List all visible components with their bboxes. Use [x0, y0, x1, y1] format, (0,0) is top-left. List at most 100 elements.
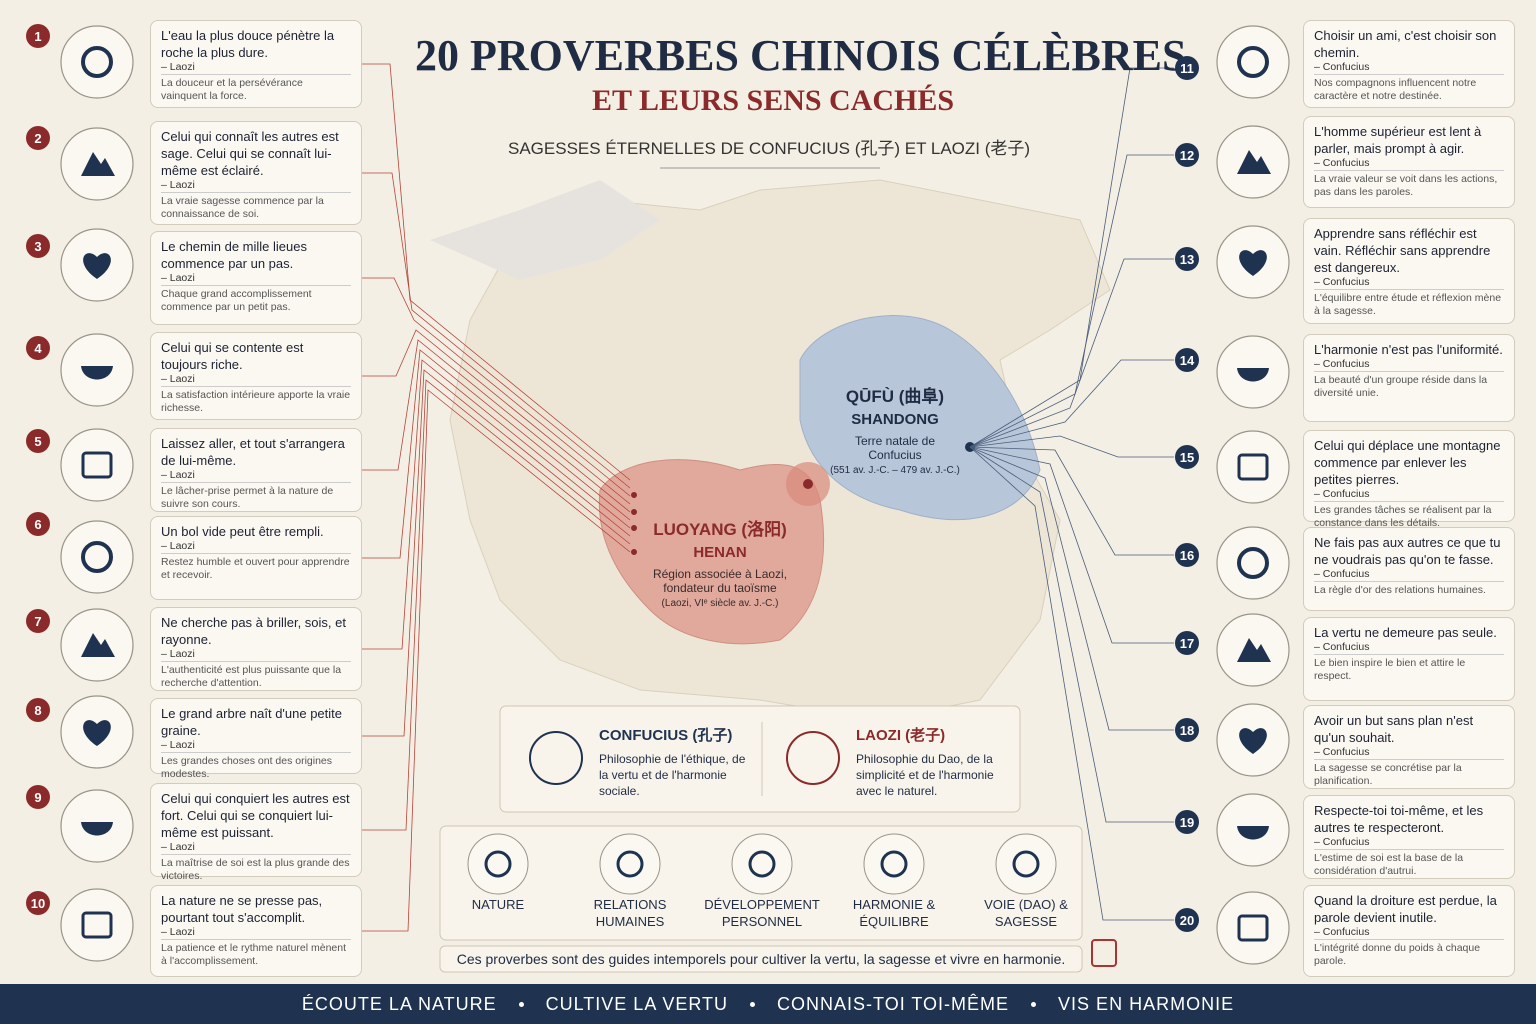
- footer: ÉCOUTE LA NATURE CULTIVE LA VERTU CONNAIS-…: [0, 984, 1536, 1024]
- proverb-author: – Confucius: [1314, 488, 1504, 502]
- icon-circle: [1216, 25, 1290, 99]
- connector: [362, 389, 631, 932]
- proverb-card: Avoir un but sans plan n'est qu'un souha…: [1303, 705, 1515, 789]
- proverb-number: 6: [26, 512, 50, 536]
- philosophers-box: [499, 705, 1021, 813]
- place-name: LUOYANG (洛阳): [653, 520, 787, 539]
- proverb-meaning: La patience et le rythme naturel mènent …: [161, 942, 347, 967]
- qufu-label: QŪFÙ (曲阜) SHANDONG Terre natale de Confu…: [820, 382, 970, 476]
- proverb-meaning: L'équilibre entre étude et réflexion mèn…: [1314, 292, 1502, 317]
- map-dot: [803, 479, 813, 489]
- proverb-number: 16: [1175, 543, 1199, 567]
- title-sub: ET LEURS SENS CACHÉS: [592, 84, 955, 117]
- philosopher-desc: Philosophie du Dao, de la simplicité et …: [856, 752, 994, 798]
- icon: [83, 720, 111, 746]
- proverb-number: 8: [26, 698, 50, 722]
- theme-icon: [1012, 850, 1040, 878]
- proverb-author: – Laozi: [161, 926, 351, 940]
- footer-bullet: [518, 1001, 524, 1007]
- proverb-number: 4: [26, 336, 50, 360]
- icon: [81, 366, 113, 380]
- proverb-card: Celui qui connaît les autres est sage. C…: [150, 121, 362, 225]
- theme-label: NATURE: [471, 897, 525, 912]
- proverb-author: – Laozi: [161, 540, 351, 554]
- proverb-text: La nature ne se presse pas, pourtant tou…: [161, 893, 323, 925]
- theme-label: DÉVELOPPEMENT PERSONNEL: [704, 897, 820, 929]
- proverb-number: 13: [1175, 247, 1199, 271]
- icon-circle: [60, 428, 134, 502]
- proverb-card: L'harmonie n'est pas l'uniformité. – Conf…: [1303, 334, 1515, 422]
- place-desc: Terre natale de Confucius: [854, 434, 936, 462]
- proverb-author: – Confucius: [1314, 641, 1504, 655]
- proverb-card: Quand la droiture est perdue, la parole …: [1303, 885, 1515, 977]
- proverb-meaning: Les grandes tâches se réalisent par la c…: [1314, 504, 1492, 529]
- proverb-author: – Laozi: [161, 469, 351, 483]
- proverb-author: – Laozi: [161, 648, 351, 662]
- proverb-meaning: La vraie sagesse commence par la connais…: [161, 195, 324, 220]
- connector: [362, 172, 631, 489]
- connector: [969, 446, 1174, 731]
- proverb-text: Laissez aller, et tout s'arrangera de lu…: [161, 436, 345, 468]
- proverb-author: – Confucius: [1314, 157, 1504, 171]
- subtitle: SAGESSES ÉTERNELLES DE CONFUCIUS (孔子) ET…: [508, 139, 1031, 158]
- note-box: [439, 945, 1083, 973]
- theme-icon-circle: [467, 833, 529, 895]
- icon: [81, 541, 113, 573]
- proverb-card: Apprendre sans réfléchir est vain. Réflé…: [1303, 218, 1515, 324]
- proverb-author: – Confucius: [1314, 836, 1504, 850]
- proverb-author: – Confucius: [1314, 746, 1504, 760]
- proverb-text: Le chemin de mille lieues commence par u…: [161, 239, 307, 271]
- place-name: QŪFÙ (曲阜): [845, 387, 945, 406]
- connector: [969, 154, 1174, 448]
- icon: [1237, 914, 1269, 942]
- proverb-author: – Confucius: [1314, 276, 1504, 290]
- proverb-text: Un bol vide peut être rempli.: [161, 524, 324, 539]
- theme-label: RELATIONS HUMAINES: [593, 897, 667, 929]
- icon-circle: [60, 520, 134, 594]
- connector: [969, 435, 1174, 458]
- map-marker: [631, 549, 637, 555]
- philosopher-name: LAOZI (老子): [856, 727, 946, 744]
- footer-item: CONNAIS-TOI TOI-MÊME: [777, 993, 1010, 1014]
- icon: [1237, 46, 1269, 78]
- connector: [969, 446, 1174, 823]
- proverb-meaning: La vraie valeur se voit dans les actions…: [1314, 173, 1498, 198]
- icon-circle: [60, 25, 134, 99]
- icon: [81, 451, 113, 479]
- proverb-meaning: Le bien inspire le bien et attire le res…: [1314, 657, 1466, 682]
- map-land: [449, 179, 1111, 721]
- proverb-card: L'eau la plus douce pénètre la roche la …: [150, 20, 362, 108]
- proverb-number: 14: [1175, 348, 1199, 372]
- map-region-shandong: [799, 315, 1041, 521]
- icon-circle: [1216, 891, 1290, 965]
- proverb-text: Quand la droiture est perdue, la parole …: [1314, 893, 1497, 925]
- proverb-card: Celui qui conquiert les autres est fort.…: [150, 783, 362, 882]
- icon: [1237, 453, 1269, 481]
- note: Ces proverbes sont des guides intemporel…: [456, 951, 1066, 967]
- theme-icon: [616, 850, 644, 878]
- connector: [969, 446, 1174, 921]
- proverb-meaning: L'estime de soi est la base de la consid…: [1314, 852, 1464, 877]
- philosopher: CONFUCIUS (孔子) Philosophie de l'éthique,…: [599, 724, 749, 799]
- icon-circle: [1216, 430, 1290, 504]
- place-dates: (551 av. J.-C. – 479 av. J.-C.): [830, 465, 960, 476]
- proverb-author: – Laozi: [161, 61, 351, 75]
- proverb-card: La nature ne se presse pas, pourtant tou…: [150, 885, 362, 977]
- proverb-card: Ne cherche pas à briller, sois, et rayon…: [150, 607, 362, 691]
- proverb-number: 7: [26, 609, 50, 633]
- proverb-card: Celui qui se contente est toujours riche…: [150, 332, 362, 420]
- proverb-number: 3: [26, 234, 50, 258]
- icon: [1239, 250, 1267, 276]
- proverb-card: Le grand arbre naît d'une petite graine.…: [150, 698, 362, 780]
- theme-icon: [748, 850, 776, 878]
- connector: [362, 349, 631, 559]
- icon: [1237, 826, 1269, 840]
- proverb-author: – Confucius: [1314, 568, 1504, 582]
- proverb-text: Ne cherche pas à briller, sois, et rayon…: [161, 615, 346, 647]
- seal: [1091, 939, 1117, 967]
- icon: [1237, 638, 1271, 662]
- theme-label: HARMONIE & ÉQUILIBRE: [852, 897, 936, 929]
- connector: [969, 67, 1174, 448]
- province: SHANDONG: [851, 411, 939, 428]
